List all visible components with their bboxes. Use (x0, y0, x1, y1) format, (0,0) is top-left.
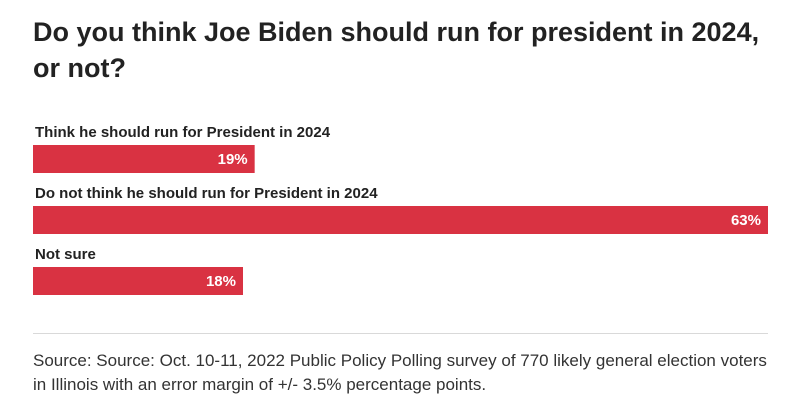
chart-title: Do you think Joe Biden should run for pr… (33, 17, 760, 83)
category-label: Think he should run for President in 202… (35, 124, 331, 141)
bar (33, 267, 243, 295)
bar-chart: Think he should run for President in 202… (33, 124, 768, 295)
source-note: Source: Source: Oct. 10-11, 2022 Public … (33, 351, 767, 394)
category-label: Do not think he should run for President… (35, 185, 378, 202)
value-label: 18% (206, 273, 236, 290)
value-label: 63% (731, 212, 761, 229)
value-label: 19% (218, 151, 248, 168)
bar (33, 145, 255, 173)
footer-divider (33, 333, 768, 334)
bar (33, 206, 768, 234)
category-label: Not sure (35, 246, 96, 263)
